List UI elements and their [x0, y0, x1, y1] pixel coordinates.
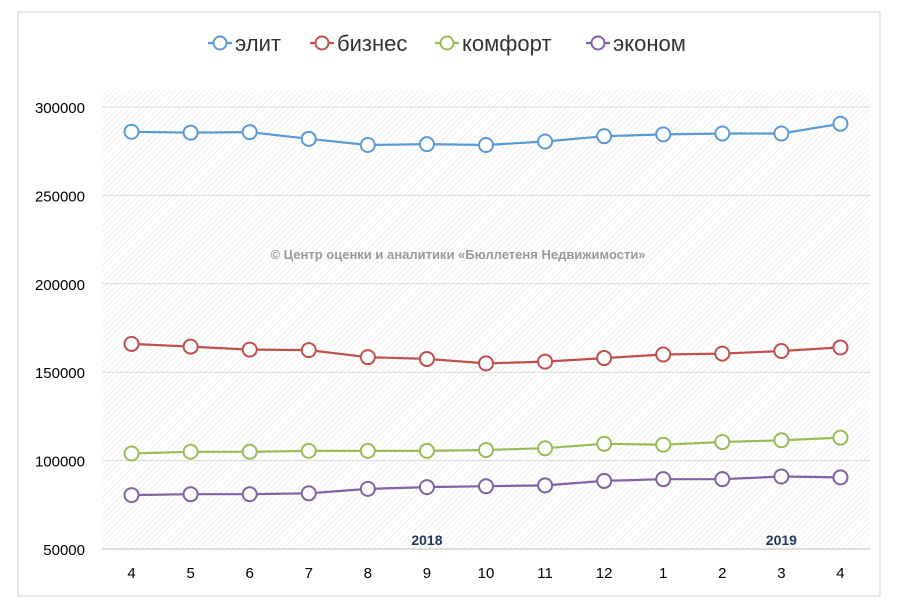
data-point — [832, 469, 849, 486]
data-point — [832, 429, 849, 446]
y-tick-label: 150000 — [35, 365, 85, 382]
x-tick-label: 10 — [478, 565, 495, 582]
data-point — [182, 443, 199, 460]
data-point — [596, 350, 613, 367]
plot-area — [102, 90, 870, 550]
data-point — [241, 443, 258, 460]
legend-marker — [314, 35, 330, 51]
data-point — [832, 115, 849, 132]
data-point — [596, 472, 613, 489]
legend-label: элит — [235, 31, 281, 56]
data-point — [478, 441, 494, 458]
grid-lines — [102, 106, 870, 550]
x-tick-label: 4 — [836, 565, 844, 582]
data-point — [773, 432, 790, 449]
watermark: © Центр оценки и аналитики «Бюллетеня Не… — [270, 247, 645, 262]
data-point — [300, 342, 317, 359]
legend-item: элит — [208, 31, 281, 56]
axis-labels: 50000 100000 150000 200000 250000 300000 4 5 6 7 8… — [35, 100, 845, 582]
data-point — [832, 339, 849, 356]
legend-marker — [590, 35, 606, 51]
data-point — [123, 445, 140, 462]
series-2 — [123, 335, 849, 372]
x-tick-label: 12 — [596, 565, 613, 582]
data-point — [478, 355, 494, 372]
data-point — [714, 434, 731, 451]
data-point — [300, 130, 317, 147]
data-point — [596, 128, 613, 145]
data-point — [359, 349, 376, 366]
data-point — [537, 477, 554, 494]
data-point — [596, 435, 613, 452]
data-point — [537, 440, 554, 457]
series-3 — [123, 429, 849, 462]
data-point — [123, 123, 140, 140]
data-point — [123, 335, 140, 352]
data-point — [478, 137, 494, 154]
x-tick-label: 11 — [537, 565, 553, 582]
data-point — [359, 480, 376, 497]
legend-label: эконом — [613, 31, 686, 56]
legend-label: комфорт — [462, 31, 551, 56]
x-tick-label: 1 — [659, 565, 667, 582]
data-point — [418, 479, 435, 496]
series-4 — [123, 468, 849, 504]
year-label: 2018 — [411, 532, 442, 548]
data-point — [241, 341, 258, 358]
legend-marker — [439, 35, 455, 51]
year-label: 2019 — [766, 532, 797, 548]
data-point — [418, 442, 435, 459]
x-tick-label: 6 — [246, 565, 254, 582]
data-point — [182, 124, 199, 141]
data-point — [537, 133, 554, 150]
legend-label: бизнес — [337, 31, 407, 56]
data-point — [182, 486, 199, 503]
x-tick-label: 5 — [186, 565, 194, 582]
data-point — [655, 471, 672, 488]
series-layer — [123, 115, 849, 504]
data-point — [300, 485, 317, 502]
data-point — [773, 125, 790, 142]
x-tick-label: 8 — [364, 565, 372, 582]
data-point — [300, 442, 317, 459]
y-tick-label: 50000 — [43, 542, 85, 559]
data-point — [123, 487, 140, 504]
data-point — [773, 342, 790, 359]
legend: элит бизнес комфорт эконом — [208, 31, 686, 56]
y-tick-label: 300000 — [35, 100, 85, 117]
x-tick-label: 4 — [127, 565, 135, 582]
data-point — [714, 345, 731, 362]
data-point — [655, 346, 672, 363]
legend-marker — [212, 35, 228, 51]
x-tick-label: 3 — [777, 565, 785, 582]
series-1 — [123, 115, 849, 154]
data-point — [359, 442, 376, 459]
x-tick-label: 9 — [423, 565, 431, 582]
data-point — [418, 350, 435, 367]
legend-item: бизнес — [310, 31, 407, 56]
data-point — [537, 353, 554, 370]
y-tick-label: 200000 — [35, 277, 85, 294]
legend-item: комфорт — [435, 31, 551, 56]
data-point — [241, 486, 258, 503]
data-point — [655, 126, 672, 143]
data-point — [478, 478, 494, 495]
data-point — [714, 125, 731, 142]
data-point — [241, 124, 258, 141]
x-tick-label: 7 — [305, 565, 313, 582]
data-point — [418, 136, 435, 153]
x-tick-label: 2 — [718, 565, 726, 582]
legend-item: эконом — [586, 31, 686, 56]
y-tick-label: 250000 — [35, 188, 85, 205]
data-point — [714, 471, 731, 488]
data-point — [359, 137, 376, 154]
data-point — [182, 338, 199, 355]
y-tick-label: 100000 — [35, 454, 85, 471]
data-point — [773, 468, 790, 485]
data-point — [655, 436, 672, 453]
